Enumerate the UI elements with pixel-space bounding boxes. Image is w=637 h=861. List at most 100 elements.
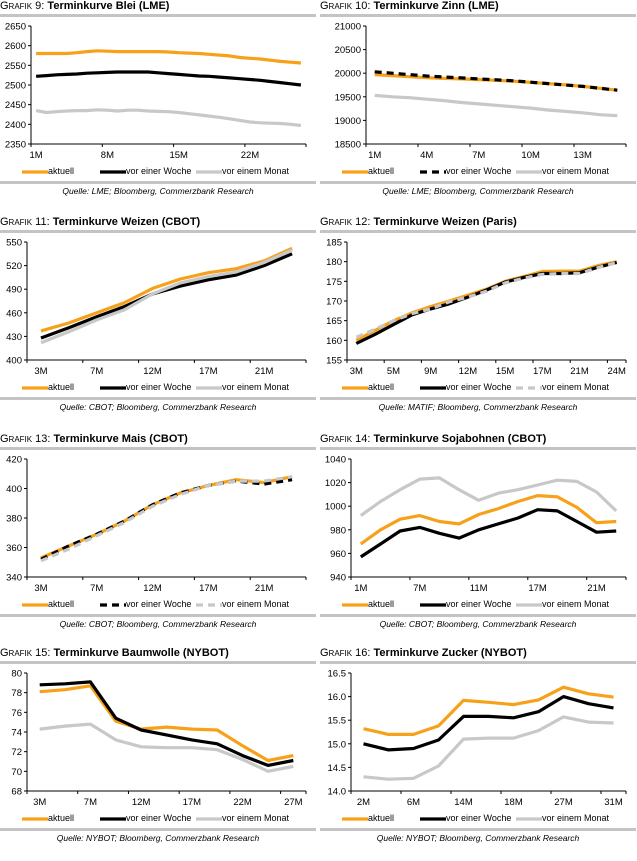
- legend-item: aktuell: [22, 599, 74, 609]
- y-tick-label: 2550: [5, 61, 26, 72]
- x-tick-label: 21M: [587, 583, 606, 594]
- chart-source: Quelle: MATIF; Bloomberg, Commerzbank Re…: [378, 402, 578, 412]
- legend: aktuell vor einer Woche vor einem Monat: [320, 599, 636, 611]
- x-tick-label: 12M: [143, 366, 162, 377]
- x-tick-label: 7M: [90, 366, 103, 377]
- series-line-vor-einer-woche: [40, 478, 293, 561]
- x-tick-label: 3M: [34, 583, 47, 594]
- y-tick-label: 550: [6, 238, 22, 249]
- chart-panel: Grafik 14: Terminkurve Sojabohnen (CBOT)…: [320, 433, 636, 647]
- chart-source: Quelle: CBOT; Bloomberg, Commerzbank Res…: [59, 402, 257, 412]
- x-tick-label: 11M: [470, 583, 488, 594]
- legend-label: aktuell: [48, 813, 75, 823]
- chart-title-text: Terminkurve Weizen (Paris): [373, 216, 517, 228]
- series-line-vor-einem-monat: [39, 722, 294, 773]
- x-tick-label: 12M: [459, 366, 478, 377]
- series-line-aktuell: [40, 475, 293, 560]
- chart-panel: Grafik 12: Terminkurve Weizen (Paris) 155…: [320, 216, 636, 430]
- legend-swatch: [100, 603, 126, 607]
- legend-label: aktuell: [368, 166, 395, 176]
- y-tick-label: 520: [6, 261, 22, 272]
- legend-label: vor einer Woche: [126, 813, 192, 823]
- line-chart: 340 360 380 400 420 3M 7M 12M 17M 21M: [6, 455, 307, 594]
- divider: [320, 230, 636, 233]
- y-tick-label: 14.5: [328, 763, 347, 774]
- chart-number: Grafik 16:: [320, 647, 371, 659]
- y-tick-label: 165: [326, 316, 342, 327]
- y-tick-label: 1020: [325, 478, 346, 489]
- legend-item: aktuell: [342, 599, 394, 609]
- divider: [0, 14, 316, 17]
- legend: aktuell vor einer Woche vor einem Monat: [0, 813, 316, 825]
- chart-source: Quelle: NYBOT; Bloomberg, Commerzbank Re…: [376, 833, 580, 843]
- chart-panel: Grafik 16: Terminkurve Zucker (NYBOT) 14.…: [320, 647, 636, 861]
- chart-number: Grafik 14:: [320, 433, 371, 445]
- y-tick-label: 14.0: [328, 787, 347, 798]
- divider: [0, 181, 316, 184]
- x-tick-label: 15M: [169, 150, 188, 161]
- y-tick-label: 15.0: [328, 739, 347, 750]
- legend-item: vor einem Monat: [196, 813, 289, 823]
- y-tick-label: 21000: [335, 22, 361, 33]
- divider: [0, 397, 316, 400]
- y-tick-label: 16.0: [328, 692, 347, 703]
- divider: [0, 447, 316, 450]
- y-tick-label: 19500: [335, 92, 361, 103]
- legend-label: vor einem Monat: [222, 813, 290, 823]
- chart-panel: Grafik 9: Terminkurve Blei (LME) 2350 2400…: [0, 0, 316, 214]
- y-tick-label: 18500: [335, 140, 361, 151]
- y-tick-label: 1000: [325, 502, 346, 513]
- legend-label: vor einer Woche: [126, 166, 192, 176]
- x-tick-label: 4M: [420, 150, 433, 161]
- series-line-vor-einem-monat: [35, 108, 302, 128]
- x-tick-label: 24M: [607, 366, 626, 377]
- chart-title: Grafik 14: Terminkurve Sojabohnen (CBOT): [320, 433, 546, 445]
- y-tick-label: 20000: [335, 69, 361, 80]
- x-tick-label: 7M: [472, 150, 485, 161]
- chart-title: Grafik 11: Terminkurve Weizen (CBOT): [0, 216, 200, 228]
- chart-title: Grafik 10: Terminkurve Zinn (LME): [320, 0, 499, 12]
- y-tick-label: 180: [326, 257, 342, 268]
- y-tick-label: 420: [6, 455, 22, 466]
- y-tick-label: 80: [11, 669, 22, 680]
- chart-title-text: Terminkurve Weizen (CBOT): [52, 216, 201, 228]
- divider: [320, 828, 636, 831]
- legend: aktuell vor einer Woche vor einem Monat: [0, 599, 316, 611]
- legend-item: vor einer Woche: [420, 166, 511, 176]
- x-tick-label: 7M: [413, 583, 426, 594]
- legend-label: vor einer Woche: [126, 382, 192, 392]
- legend-label: vor einem Monat: [542, 813, 610, 823]
- legend-swatch: [516, 817, 542, 821]
- chart-title: Grafik 12: Terminkurve Weizen (Paris): [320, 216, 517, 228]
- legend-label: vor einer Woche: [446, 382, 512, 392]
- x-tick-label: 17M: [199, 366, 218, 377]
- legend-swatch: [22, 817, 48, 821]
- series-line-vor-einem-monat: [374, 93, 618, 118]
- y-tick-label: 400: [6, 484, 22, 495]
- legend-swatch: [420, 170, 446, 174]
- legend-item: vor einer Woche: [420, 813, 511, 823]
- legend-item: vor einem Monat: [196, 166, 289, 176]
- legend: aktuell vor einer Woche vor einem Monat: [0, 382, 316, 394]
- series-line-vor-einem-monat: [40, 248, 293, 345]
- x-tick-label: 2M: [357, 797, 370, 808]
- legend-swatch: [342, 386, 368, 390]
- legend-label: vor einem Monat: [542, 382, 610, 392]
- x-tick-label: 17M: [533, 366, 552, 377]
- x-tick-label: 14M: [454, 797, 473, 808]
- legend-item: vor einer Woche: [100, 166, 191, 176]
- divider: [0, 230, 316, 233]
- legend-label: vor einem Monat: [222, 166, 290, 176]
- divider: [320, 181, 636, 184]
- x-tick-label: 1M: [368, 150, 381, 161]
- x-tick-label: 17M: [528, 583, 547, 594]
- legend-label: aktuell: [368, 382, 395, 392]
- x-tick-label: 1M: [354, 583, 367, 594]
- divider: [320, 14, 636, 17]
- y-tick-label: 72: [11, 747, 22, 758]
- y-tick-label: 160: [326, 336, 342, 347]
- y-tick-label: 380: [6, 514, 22, 525]
- y-tick-label: 960: [330, 549, 346, 560]
- series-line-aktuell: [40, 246, 293, 333]
- legend-item: aktuell: [342, 382, 394, 392]
